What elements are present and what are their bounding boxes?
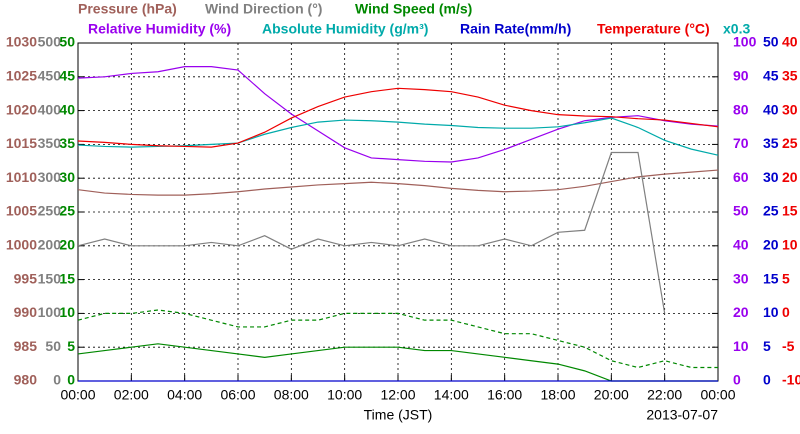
y-tick-label: 50 — [45, 338, 61, 354]
series-line — [77, 169, 719, 196]
y-tick-label: 30 — [733, 270, 749, 286]
legend-entry: Absolute Humidity (g/m³) — [262, 21, 428, 37]
y-tick-label: 1005 — [6, 203, 37, 219]
y-tick-label: 20 — [733, 304, 749, 320]
x-tick-label: 12:00 — [380, 387, 415, 403]
scale-note: x0.3 — [723, 21, 750, 37]
x-tick-label: 20:00 — [594, 387, 629, 403]
y-tick-label: 35 — [763, 135, 779, 151]
y-tick-label: 980 — [14, 372, 38, 388]
y-tick-label: 250 — [38, 203, 62, 219]
legend-entry: Rain Rate(mm/h) — [460, 21, 571, 37]
y-tick-label: 0 — [733, 372, 741, 388]
y-tick-label: 25 — [763, 203, 779, 219]
legend-entry: Temperature (°C) — [597, 21, 710, 37]
x-tick-label: 00:00 — [700, 387, 735, 403]
y-tick-label: 400 — [38, 101, 62, 117]
y-tick-label: 350 — [38, 135, 62, 151]
y-tick-label: 1000 — [6, 237, 37, 253]
y-tick-label: 15 — [59, 270, 75, 286]
y-tick-label: 1020 — [6, 101, 37, 117]
x-tick-label: 04:00 — [167, 387, 202, 403]
y-tick-label: 100 — [38, 304, 62, 320]
y-tick-label: 20 — [59, 237, 75, 253]
legend-entry: Wind Speed (m/s) — [355, 1, 472, 17]
y-tick-label: 50 — [59, 34, 75, 50]
y-tick-label: 60 — [733, 169, 749, 185]
y-tick-label: 30 — [763, 169, 779, 185]
y-tick-label: 40 — [733, 237, 749, 253]
y-tick-label: 0 — [53, 372, 61, 388]
y-tick-label: 40 — [59, 101, 75, 117]
legend-entry: Relative Humidity (%) — [88, 21, 231, 37]
y-tick-label: 30 — [59, 169, 75, 185]
y-tick-label: 0 — [763, 372, 771, 388]
y-tick-label: 15 — [763, 270, 779, 286]
y-tick-label: 450 — [38, 68, 62, 84]
x-tick-label: 10:00 — [327, 387, 362, 403]
y-tick-label: 40 — [782, 34, 798, 50]
y-tick-label: 20 — [763, 237, 779, 253]
series-line — [77, 151, 666, 314]
y-tick-label: 35 — [59, 135, 75, 151]
x-tick-label: 02:00 — [114, 387, 149, 403]
y-tick-label: 150 — [38, 270, 62, 286]
y-tick-label: 50 — [733, 203, 749, 219]
y-tick-label: 1010 — [6, 169, 37, 185]
series-line — [77, 117, 719, 156]
x-axis-label: Time (JST) — [364, 407, 433, 423]
date-label: 2013-07-07 — [646, 407, 718, 423]
y-tick-label: 80 — [733, 101, 749, 117]
x-tick-label: 00:00 — [60, 387, 95, 403]
y-tick-label: 50 — [763, 34, 779, 50]
y-tick-label: 500 — [38, 34, 62, 50]
y-tick-label: 0 — [782, 304, 790, 320]
y-tick-label: 70 — [733, 135, 749, 151]
series-line — [77, 309, 718, 369]
y-tick-label: 1015 — [6, 135, 37, 151]
y-tick-label: 30 — [782, 101, 798, 117]
y-tick-label: 35 — [782, 68, 798, 84]
series-line — [77, 87, 719, 148]
y-tick-label: 0 — [67, 372, 75, 388]
y-tick-label: 25 — [782, 135, 798, 151]
y-tick-label: 10 — [763, 304, 779, 320]
y-tick-label: 1030 — [6, 34, 37, 50]
y-tick-label: 5 — [67, 338, 75, 354]
y-tick-label: 985 — [14, 338, 38, 354]
y-tick-label: 45 — [763, 68, 779, 84]
y-tick-label: 995 — [14, 270, 38, 286]
x-tick-label: 08:00 — [274, 387, 309, 403]
y-tick-label: 5 — [763, 338, 771, 354]
y-tick-label: 10 — [59, 304, 75, 320]
y-tick-label: 15 — [782, 203, 798, 219]
x-tick-label: 18:00 — [540, 387, 575, 403]
y-tick-label: 20 — [782, 169, 798, 185]
series-line — [77, 66, 719, 163]
x-tick-label: 22:00 — [647, 387, 682, 403]
y-tick-label: 25 — [59, 203, 75, 219]
x-tick-label: 14:00 — [434, 387, 469, 403]
y-tick-label: 45 — [59, 68, 75, 84]
legend-entry: Wind Direction (°) — [205, 1, 322, 17]
y-tick-label: 1025 — [6, 68, 37, 84]
y-tick-label: 40 — [763, 101, 779, 117]
y-tick-label: -5 — [782, 338, 795, 354]
x-tick-label: 06:00 — [220, 387, 255, 403]
y-tick-label: 5 — [782, 270, 790, 286]
y-tick-label: 10 — [782, 237, 798, 253]
y-tick-label: 200 — [38, 237, 62, 253]
y-tick-label: 10 — [733, 338, 749, 354]
y-tick-label: -10 — [782, 372, 800, 388]
y-tick-label: 990 — [14, 304, 38, 320]
y-tick-label: 100 — [733, 34, 757, 50]
y-tick-label: 90 — [733, 68, 749, 84]
x-tick-label: 16:00 — [487, 387, 522, 403]
legend-entry: Pressure (hPa) — [78, 1, 177, 17]
y-tick-label: 300 — [38, 169, 62, 185]
